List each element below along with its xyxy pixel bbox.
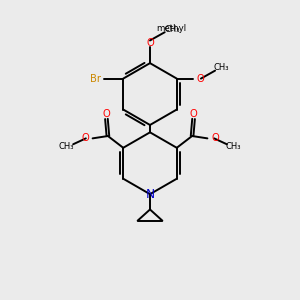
Text: O: O	[103, 109, 110, 119]
Text: methyl: methyl	[156, 24, 186, 33]
Text: O: O	[211, 134, 219, 143]
Text: Br: Br	[90, 74, 101, 84]
Text: O: O	[146, 38, 154, 48]
Text: O: O	[197, 74, 205, 84]
Text: CH₃: CH₃	[214, 63, 229, 72]
Text: N: N	[146, 188, 154, 201]
Text: CH₃: CH₃	[59, 142, 74, 151]
Text: O: O	[81, 134, 89, 143]
Text: CH₃: CH₃	[164, 25, 180, 34]
Text: CH₃: CH₃	[226, 142, 241, 151]
Text: O: O	[190, 109, 197, 119]
